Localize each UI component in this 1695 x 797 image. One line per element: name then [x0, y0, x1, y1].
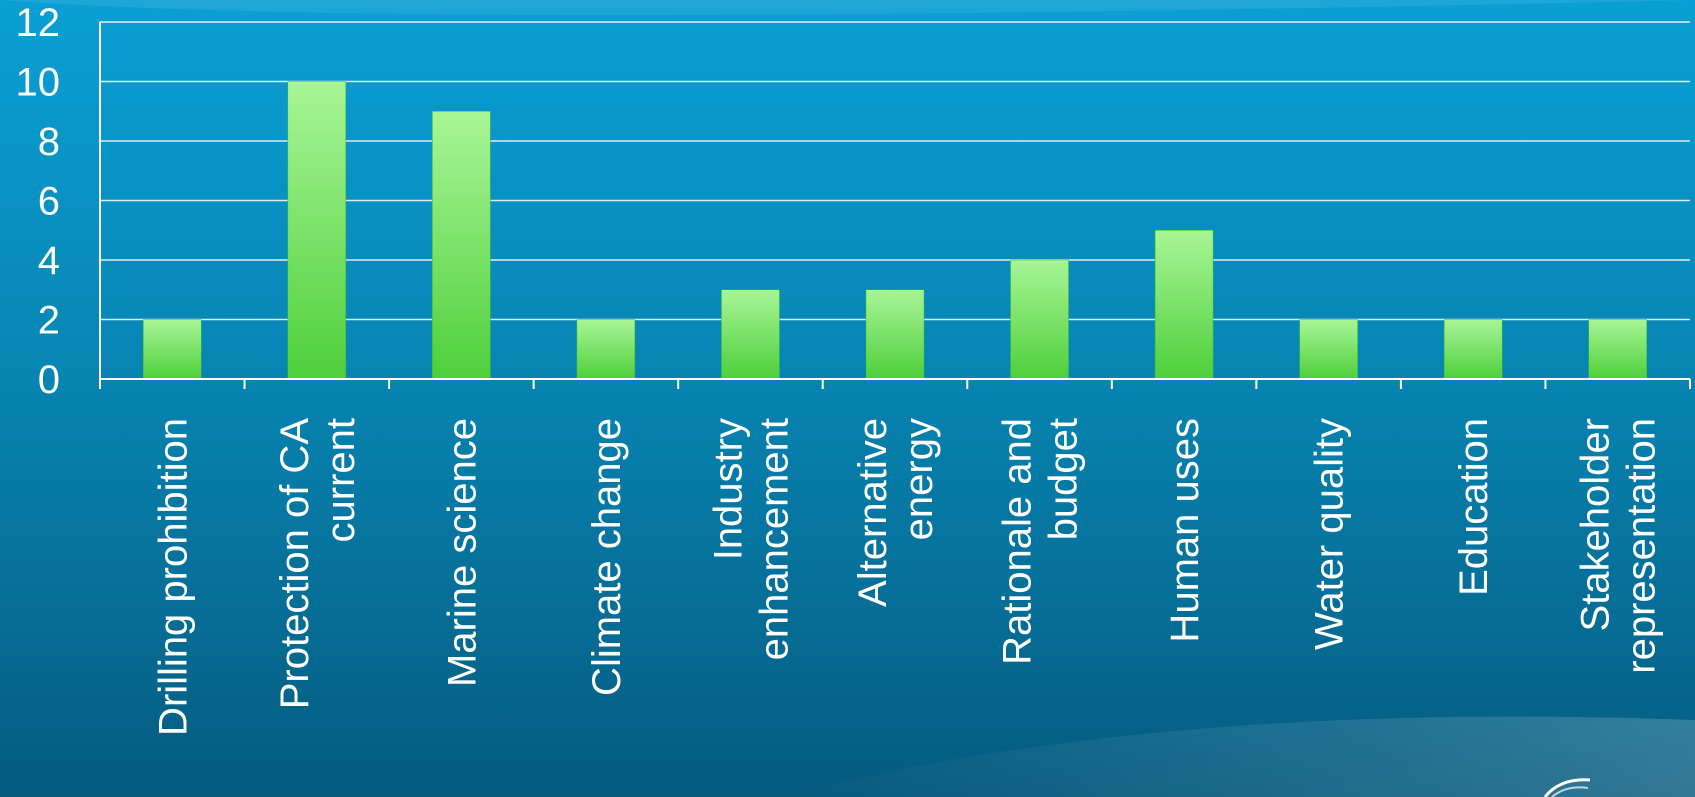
x-category-label: Stakeholder representation [1574, 418, 1664, 674]
bar [576, 319, 636, 380]
x-category-label-line: Human uses [1163, 418, 1207, 643]
x-category-label-line: Education [1452, 418, 1496, 596]
x-category-label-line: representation [1620, 418, 1664, 674]
x-category-label: Drilling prohibition [151, 418, 195, 736]
decorative-swoosh [780, 716, 1695, 797]
x-category-label-line: Stakeholder [1574, 418, 1618, 631]
x-category-label-line: energy [897, 418, 941, 540]
x-category-label-line: Protection of CA [273, 418, 317, 710]
bar [143, 319, 202, 380]
x-category-label-line: current [319, 418, 363, 543]
y-tick-label: 10 [16, 61, 61, 105]
bar [1010, 259, 1069, 380]
decorative-swoosh-top [0, 0, 1695, 15]
x-category-label: Alternative energy [851, 418, 941, 607]
bar [1443, 319, 1503, 380]
x-category-label-line: Climate change [585, 418, 629, 696]
y-tick-label: 8 [38, 120, 60, 164]
axes [99, 22, 1691, 389]
bar [721, 289, 780, 380]
bar [1154, 230, 1214, 380]
y-tick-label: 2 [38, 299, 60, 343]
x-category-label-line: Rationale and [996, 418, 1040, 665]
x-category-label: Education [1452, 418, 1496, 596]
x-category-label-line: Drilling prohibition [151, 418, 195, 736]
bar [287, 81, 347, 380]
gridlines [100, 21, 1690, 321]
x-category-label: Industry enhancement [706, 418, 796, 660]
bar [865, 289, 925, 380]
x-category-label-line: enhancement [752, 418, 796, 660]
bar [432, 111, 491, 380]
x-category-labels: Drilling prohibition Protection of CA curr… [151, 418, 1663, 736]
x-category-label-line: Marine science [440, 418, 484, 687]
x-category-label: Marine science [440, 418, 484, 687]
y-tick-labels: 0 2 4 6 8 10 12 [16, 1, 61, 402]
bars [143, 81, 1647, 380]
y-tick-label: 4 [38, 239, 60, 283]
y-tick-label: 0 [38, 358, 60, 402]
x-category-label: Human uses [1163, 418, 1207, 643]
bar [1588, 319, 1647, 380]
bar [1299, 319, 1358, 380]
x-category-label-line: budget [1042, 418, 1086, 540]
x-category-label-line: Water quality [1308, 418, 1352, 650]
y-tick-label: 12 [16, 1, 61, 45]
x-category-label: Rationale and budget [996, 418, 1086, 665]
y-tick-label: 6 [38, 180, 60, 224]
x-category-label: Protection of CA current [273, 418, 363, 710]
x-category-label: Climate change [585, 418, 629, 696]
logo-icon [1543, 778, 1591, 797]
x-category-label: Water quality [1308, 418, 1352, 650]
x-category-label-line: Industry [706, 418, 750, 560]
x-category-label-line: Alternative [851, 418, 895, 607]
